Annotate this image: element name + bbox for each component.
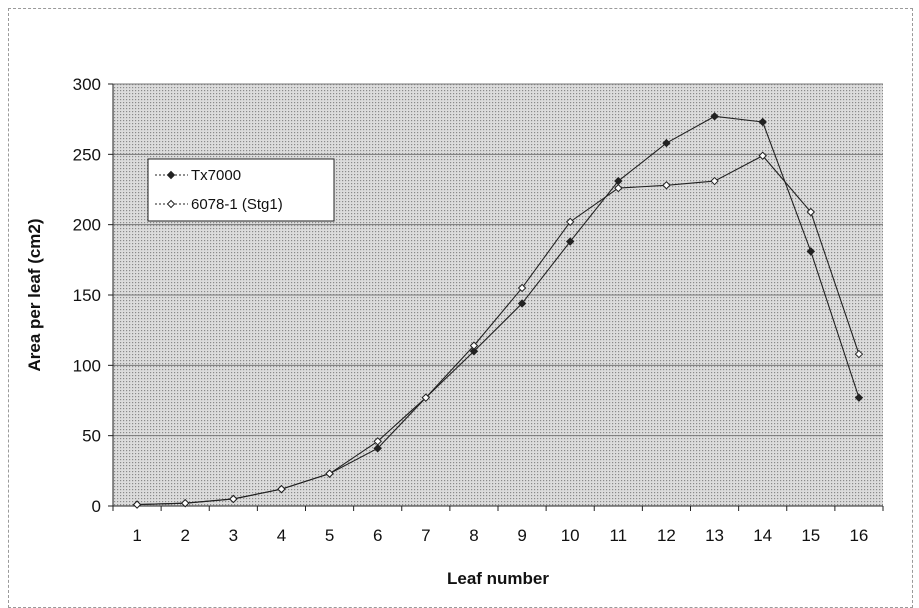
data-point	[229, 494, 238, 504]
data-point	[373, 437, 382, 446]
x-tick-label: 10	[561, 526, 580, 545]
x-axis: 1 2 3 4 5 6 7 8 9 10 11 12 13 14 15 16	[112, 505, 884, 545]
series-layer	[132, 112, 864, 509]
y-tick-label: 0	[92, 497, 101, 516]
x-tick-label: 16	[849, 526, 868, 545]
y-tick-label: 150	[73, 286, 101, 305]
legend-item-6078-1-stg1: 6078-1 (Stg1)	[155, 196, 283, 213]
data-point	[758, 151, 767, 160]
x-tick-label: 8	[469, 526, 478, 545]
x-tick-label: 13	[705, 526, 724, 545]
leaf-area-chart: 1 2 3 4 5 6 7 8 9 10 11 12 13 14 15 16 0501001502002503…	[25, 75, 884, 588]
data-point	[565, 217, 575, 227]
data-point	[854, 349, 864, 359]
x-tick-label: 1	[132, 526, 141, 545]
legend: Tx7000 6078-1 (Stg1)	[147, 158, 335, 222]
legend-label-tx7000: Tx7000	[191, 167, 241, 184]
legend-label-6078-1-stg1: 6078-1 (Stg1)	[191, 196, 283, 213]
y-tick-label: 200	[73, 216, 101, 235]
data-point	[132, 500, 142, 509]
x-tick-label: 3	[229, 526, 238, 545]
data-point	[662, 181, 671, 190]
data-point	[469, 341, 479, 350]
data-point	[758, 117, 767, 127]
data-point	[614, 183, 623, 193]
y-tick-label: 300	[73, 75, 101, 94]
data-point	[806, 207, 816, 217]
data-point	[277, 484, 286, 494]
gridlines	[113, 83, 883, 437]
x-tick-label: 11	[609, 526, 627, 545]
x-tick-label: 9	[517, 526, 526, 545]
data-point	[710, 176, 719, 186]
data-point	[421, 393, 431, 402]
data-point	[325, 469, 334, 478]
data-point	[662, 138, 671, 148]
x-tick-label: 15	[801, 526, 820, 545]
x-axis-title: Leaf number	[447, 569, 549, 588]
x-tick-label: 5	[325, 526, 334, 545]
data-point	[710, 112, 719, 121]
data-point	[180, 498, 190, 508]
x-tick-label: 14	[753, 526, 772, 545]
y-axis-title: Area per leaf (cm2)	[25, 218, 44, 371]
data-point	[565, 237, 575, 246]
y-tick-label: 100	[73, 356, 101, 375]
y-tick-label: 50	[82, 427, 101, 446]
y-tick-label: 250	[73, 145, 101, 164]
legend-marker-6078-1-stg1	[166, 199, 176, 209]
data-point	[373, 444, 382, 453]
data-point	[806, 247, 816, 256]
data-point	[517, 299, 527, 308]
data-point	[854, 393, 864, 402]
legend-item-tx7000: Tx7000	[155, 167, 241, 184]
y-axis: 0 50 100 150 200 250 300	[73, 75, 114, 516]
x-tick-label: 12	[657, 526, 676, 545]
x-tick-label: 6	[373, 526, 382, 545]
series-line	[137, 155, 860, 506]
x-tick-label: 2	[180, 526, 189, 545]
x-tick-label: 4	[277, 526, 286, 545]
series-6078-1-stg1	[132, 151, 864, 509]
data-point	[469, 347, 479, 356]
legend-box	[147, 158, 335, 222]
x-tick-label: 7	[421, 526, 430, 545]
legend-marker-tx7000	[166, 170, 176, 180]
data-point	[517, 283, 527, 293]
